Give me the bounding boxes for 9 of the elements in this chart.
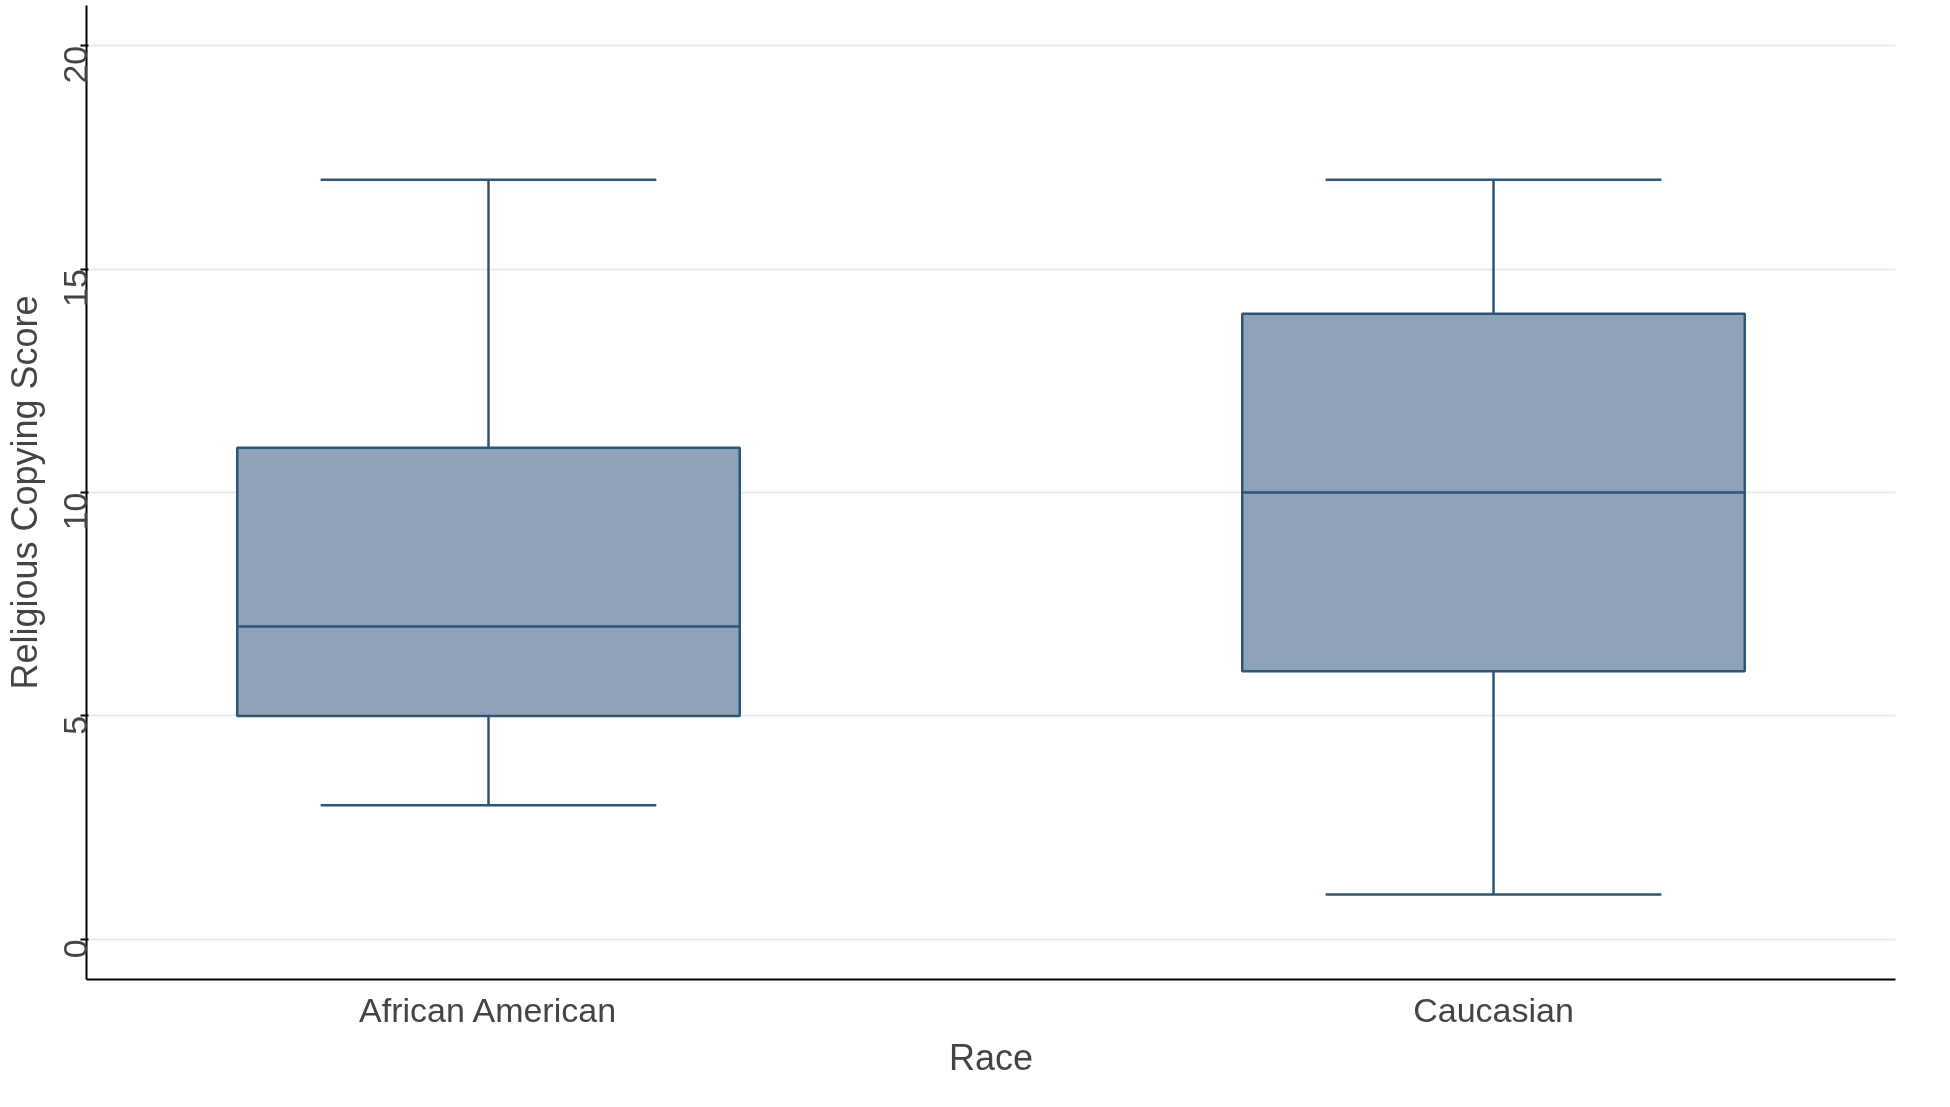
y-tick-label: 10 — [56, 492, 94, 531]
x-tick-label: African American — [359, 990, 617, 1029]
y-tick-label: 0 — [56, 939, 94, 959]
y-tick-label: 20 — [56, 45, 94, 84]
x-tick-label: Caucasian — [1413, 990, 1574, 1029]
y-tick-label: 15 — [56, 269, 94, 307]
x-axis-title: Race — [948, 1036, 1034, 1078]
y-axis-title: Religious Copying Score — [3, 295, 45, 690]
y-tick-label: 5 — [56, 715, 94, 735]
